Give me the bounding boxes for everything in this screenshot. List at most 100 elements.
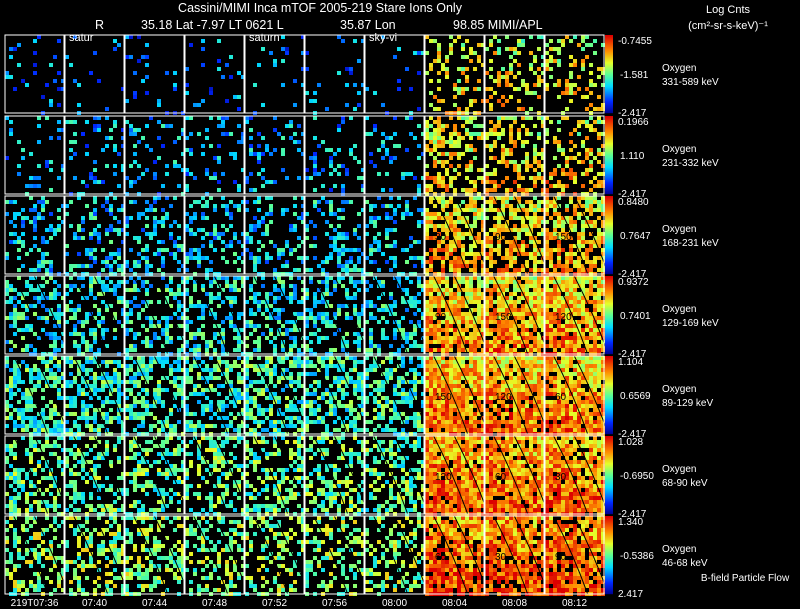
heatmap-cell bbox=[341, 232, 345, 236]
heatmap-cell bbox=[37, 124, 41, 128]
heatmap-cell bbox=[121, 228, 125, 232]
heatmap-cell bbox=[349, 280, 353, 284]
heatmap-cell bbox=[565, 156, 569, 160]
heatmap-cell bbox=[537, 288, 541, 292]
heatmap-cell bbox=[161, 144, 165, 148]
panel-border bbox=[364, 195, 425, 275]
heatmap-cell bbox=[165, 288, 169, 292]
heatmap-cell bbox=[473, 184, 477, 188]
heatmap-cell bbox=[209, 284, 213, 288]
heatmap-cell bbox=[573, 284, 577, 288]
heatmap-cell bbox=[73, 264, 77, 268]
heatmap-cell bbox=[497, 79, 501, 83]
heatmap-cell bbox=[289, 348, 293, 352]
heatmap-cell bbox=[577, 196, 581, 200]
heatmap-cell bbox=[461, 280, 465, 284]
heatmap-cell bbox=[185, 268, 189, 272]
heatmap-cell bbox=[597, 296, 601, 300]
heatmap-cell bbox=[505, 79, 509, 83]
heatmap-cell bbox=[253, 328, 257, 332]
heatmap-cell bbox=[421, 312, 425, 316]
heatmap-cell bbox=[581, 184, 585, 188]
heatmap-cell bbox=[225, 228, 229, 232]
heatmap-cell bbox=[137, 368, 141, 372]
heatmap-cell bbox=[581, 332, 585, 336]
heatmap-cell bbox=[585, 276, 589, 280]
heatmap-cell bbox=[521, 216, 525, 220]
heatmap-cell bbox=[93, 304, 97, 308]
heatmap-cell bbox=[153, 224, 157, 228]
heatmap-cell bbox=[77, 304, 81, 308]
heatmap-cell bbox=[541, 176, 545, 180]
heatmap-cell bbox=[57, 103, 61, 107]
heatmap-cell bbox=[593, 284, 597, 288]
heatmap-panel bbox=[184, 275, 249, 356]
heatmap-cell bbox=[313, 324, 317, 328]
heatmap-cell bbox=[581, 240, 585, 244]
heatmap-cell bbox=[297, 244, 301, 248]
heatmap-panel bbox=[544, 34, 605, 115]
heatmap-cell bbox=[477, 276, 481, 280]
heatmap-cell bbox=[205, 276, 209, 280]
heatmap-cell bbox=[397, 87, 401, 91]
heatmap-cell bbox=[573, 336, 577, 340]
heatmap-cell bbox=[233, 204, 237, 208]
heatmap-cell bbox=[57, 364, 61, 368]
heatmap-cell bbox=[437, 87, 441, 91]
heatmap-cell bbox=[81, 392, 85, 396]
heatmap-cell bbox=[437, 184, 441, 188]
heatmap-cell bbox=[425, 148, 429, 152]
heatmap-cell bbox=[141, 284, 145, 288]
heatmap-cell bbox=[541, 232, 545, 236]
heatmap-cell bbox=[469, 320, 473, 324]
heatmap-cell bbox=[541, 188, 545, 192]
heatmap-cell bbox=[561, 308, 565, 312]
heatmap-cell bbox=[445, 224, 449, 228]
heatmap-cell bbox=[209, 196, 213, 200]
heatmap-cell bbox=[213, 176, 217, 180]
heatmap-cell bbox=[253, 428, 257, 432]
heatmap-cell bbox=[561, 91, 565, 95]
heatmap-cell bbox=[549, 184, 553, 188]
panel-border bbox=[124, 355, 185, 435]
heatmap-cell bbox=[449, 312, 453, 316]
heatmap-cell bbox=[21, 336, 25, 340]
heatmap-cell bbox=[481, 296, 485, 300]
heatmap-cell bbox=[341, 284, 345, 288]
heatmap-cell bbox=[169, 288, 173, 292]
heatmap-cell bbox=[529, 216, 533, 220]
heatmap-cell bbox=[341, 304, 345, 308]
heatmap-cell bbox=[589, 180, 593, 184]
heatmap-cell bbox=[529, 280, 533, 284]
heatmap-cell bbox=[449, 348, 453, 352]
heatmap-cell bbox=[525, 348, 529, 352]
heatmap-cell bbox=[193, 360, 197, 364]
heatmap-cell bbox=[121, 364, 125, 368]
heatmap-cell bbox=[537, 316, 541, 320]
heatmap-cell bbox=[393, 300, 397, 304]
heatmap-cell bbox=[229, 152, 233, 156]
heatmap-panel bbox=[4, 34, 65, 115]
heatmap-cell bbox=[557, 320, 561, 324]
heatmap-cell bbox=[449, 260, 453, 264]
heatmap-cell bbox=[501, 95, 505, 99]
heatmap-cell bbox=[45, 428, 49, 432]
heatmap-cell bbox=[601, 164, 605, 168]
heatmap-cell bbox=[421, 336, 425, 340]
heatmap-cell bbox=[521, 107, 525, 111]
heatmap-cell bbox=[529, 67, 533, 71]
heatmap-cell bbox=[269, 392, 273, 396]
heatmap-cell bbox=[445, 220, 449, 224]
heatmap-cell bbox=[561, 280, 565, 284]
heatmap-cell bbox=[545, 196, 549, 200]
heatmap-cell bbox=[165, 388, 169, 392]
heatmap-cell bbox=[565, 260, 569, 264]
heatmap-cell bbox=[365, 288, 369, 292]
heatmap-cell bbox=[189, 132, 193, 136]
heatmap-cell bbox=[129, 312, 133, 316]
heatmap-cell bbox=[545, 308, 549, 312]
heatmap-cell bbox=[89, 276, 93, 280]
heatmap-cell bbox=[593, 156, 597, 160]
heatmap-cell bbox=[13, 212, 17, 216]
heatmap-cell bbox=[525, 312, 529, 316]
